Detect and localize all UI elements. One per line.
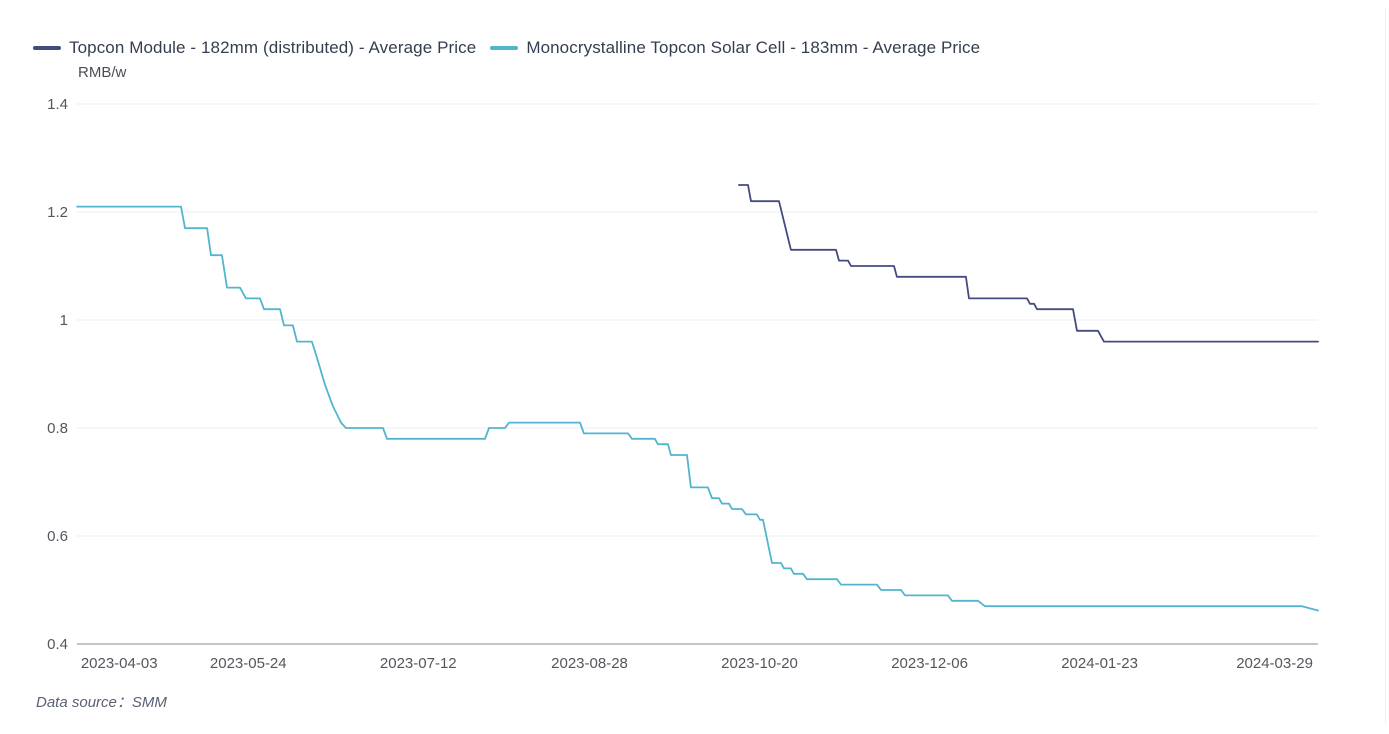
y-tick-label: 0.4 — [47, 636, 68, 653]
x-tick-label: 2023-08-28 — [551, 655, 628, 672]
legend-label-module: Topcon Module - 182mm (distributed) - Av… — [69, 38, 477, 57]
y-tick-label: 1 — [60, 312, 68, 329]
x-tick-label: 2023-04-03 — [81, 655, 158, 672]
legend-item-module[interactable]: Topcon Module - 182mm (distributed) - Av… — [33, 38, 476, 58]
legend-item-cell[interactable]: Monocrystalline Topcon Solar Cell - 183m… — [490, 38, 980, 58]
x-tick-label: 2023-05-24 — [210, 655, 287, 672]
x-tick-label: 2023-10-20 — [721, 655, 798, 672]
y-tick-label: 0.6 — [47, 528, 68, 545]
legend-label-cell: Monocrystalline Topcon Solar Cell - 183m… — [526, 38, 981, 57]
y-tick-label: 0.8 — [47, 420, 68, 437]
x-tick-label: 2024-03-29 — [1236, 655, 1313, 672]
chart-legend: Topcon Module - 182mm (distributed) - Av… — [33, 38, 980, 58]
legend-swatch-cell-icon — [490, 46, 519, 50]
y-axis-unit-label: RMB/w — [78, 64, 127, 81]
y-tick-label: 1.2 — [47, 204, 68, 221]
x-tick-label: 2023-07-12 — [380, 655, 457, 672]
series-line-module[interactable] — [738, 184, 1319, 343]
series-line-cell[interactable] — [76, 205, 1319, 612]
panel-right-edge — [1385, 8, 1386, 724]
x-tick-label: 2024-01-23 — [1061, 655, 1138, 672]
data-source-note: Data source：SMM — [36, 694, 167, 711]
x-tick-label: 2023-12-06 — [891, 655, 968, 672]
y-tick-label: 1.4 — [47, 96, 68, 113]
legend-swatch-module-icon — [33, 46, 61, 50]
